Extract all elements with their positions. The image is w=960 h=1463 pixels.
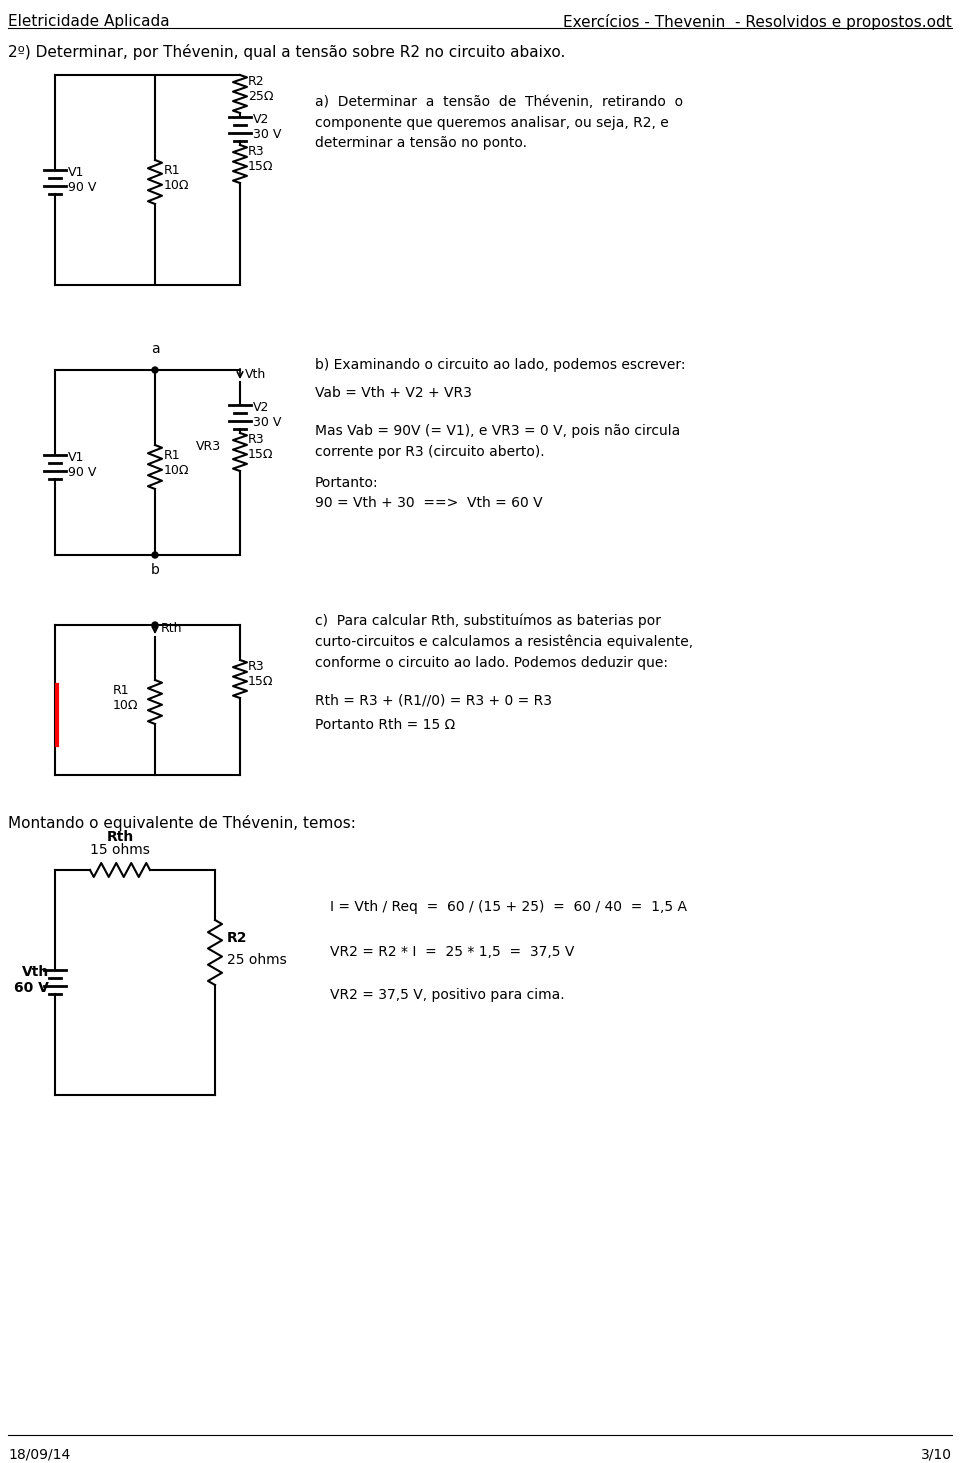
Text: Vth: Vth bbox=[245, 367, 266, 380]
Text: 15 ohms: 15 ohms bbox=[90, 843, 150, 857]
Text: Montando o equivalente de Thévenin, temos:: Montando o equivalente de Thévenin, temo… bbox=[8, 815, 356, 831]
Text: Portanto:: Portanto: bbox=[315, 475, 378, 490]
Text: R1
10Ω: R1 10Ω bbox=[164, 164, 189, 192]
Text: 25 ohms: 25 ohms bbox=[227, 952, 287, 967]
Text: V1
90 V: V1 90 V bbox=[68, 165, 96, 195]
Text: I = Vth / Req  =  60 / (15 + 25)  =  60 / 40  =  1,5 A: I = Vth / Req = 60 / (15 + 25) = 60 / 40… bbox=[330, 900, 687, 914]
Text: V1
90 V: V1 90 V bbox=[68, 451, 96, 478]
Text: b) Examinando o circuito ao lado, podemos escrever:: b) Examinando o circuito ao lado, podemo… bbox=[315, 358, 685, 372]
Circle shape bbox=[152, 622, 158, 628]
Text: c)  Para calcular Rth, substituímos as baterias por
curto-circuitos e calculamos: c) Para calcular Rth, substituímos as ba… bbox=[315, 613, 693, 670]
Text: b: b bbox=[151, 563, 159, 576]
Text: VR3: VR3 bbox=[196, 440, 221, 454]
Text: Vab = Vth + V2 + VR3: Vab = Vth + V2 + VR3 bbox=[315, 386, 472, 399]
Text: Rth: Rth bbox=[107, 830, 133, 844]
Text: R3
15Ω: R3 15Ω bbox=[248, 145, 274, 173]
Text: Vth
60 V: Vth 60 V bbox=[14, 966, 49, 995]
Text: R3
15Ω: R3 15Ω bbox=[248, 660, 274, 688]
Text: R1
10Ω: R1 10Ω bbox=[113, 685, 138, 712]
Text: a: a bbox=[151, 342, 159, 356]
Text: VR2 = 37,5 V, positivo para cima.: VR2 = 37,5 V, positivo para cima. bbox=[330, 988, 564, 1002]
Text: V2
30 V: V2 30 V bbox=[253, 401, 281, 429]
Text: R2
25Ω: R2 25Ω bbox=[248, 75, 274, 102]
Text: Rth = R3 + (R1//0) = R3 + 0 = R3: Rth = R3 + (R1//0) = R3 + 0 = R3 bbox=[315, 693, 552, 707]
Text: Eletricidade Aplicada: Eletricidade Aplicada bbox=[8, 15, 170, 29]
Text: Portanto Rth = 15 Ω: Portanto Rth = 15 Ω bbox=[315, 718, 455, 732]
Text: 2º) Determinar, por Thévenin, qual a tensão sobre R2 no circuito abaixo.: 2º) Determinar, por Thévenin, qual a ten… bbox=[8, 44, 565, 60]
Circle shape bbox=[152, 552, 158, 557]
Text: R2: R2 bbox=[227, 930, 248, 945]
Text: R1
10Ω: R1 10Ω bbox=[164, 449, 189, 477]
Text: Exercícios - Thevenin  - Resolvidos e propostos.odt: Exercícios - Thevenin - Resolvidos e pro… bbox=[564, 15, 952, 31]
Text: R3
15Ω: R3 15Ω bbox=[248, 433, 274, 461]
Text: 90 = Vth + 30  ==>  Vth = 60 V: 90 = Vth + 30 ==> Vth = 60 V bbox=[315, 496, 542, 511]
Text: Rth: Rth bbox=[161, 622, 182, 635]
Circle shape bbox=[152, 367, 158, 373]
Text: V2
30 V: V2 30 V bbox=[253, 113, 281, 140]
Text: 3/10: 3/10 bbox=[921, 1448, 952, 1462]
Text: a)  Determinar  a  tensão  de  Thévenin,  retirando  o
componente que queremos a: a) Determinar a tensão de Thévenin, reti… bbox=[315, 95, 684, 151]
Text: 18/09/14: 18/09/14 bbox=[8, 1448, 70, 1462]
Text: VR2 = R2 * I  =  25 * 1,5  =  37,5 V: VR2 = R2 * I = 25 * 1,5 = 37,5 V bbox=[330, 945, 574, 960]
Text: Mas Vab = 90V (= V1), e VR3 = 0 V, pois não circula
corrente por R3 (circuito ab: Mas Vab = 90V (= V1), e VR3 = 0 V, pois … bbox=[315, 424, 681, 458]
